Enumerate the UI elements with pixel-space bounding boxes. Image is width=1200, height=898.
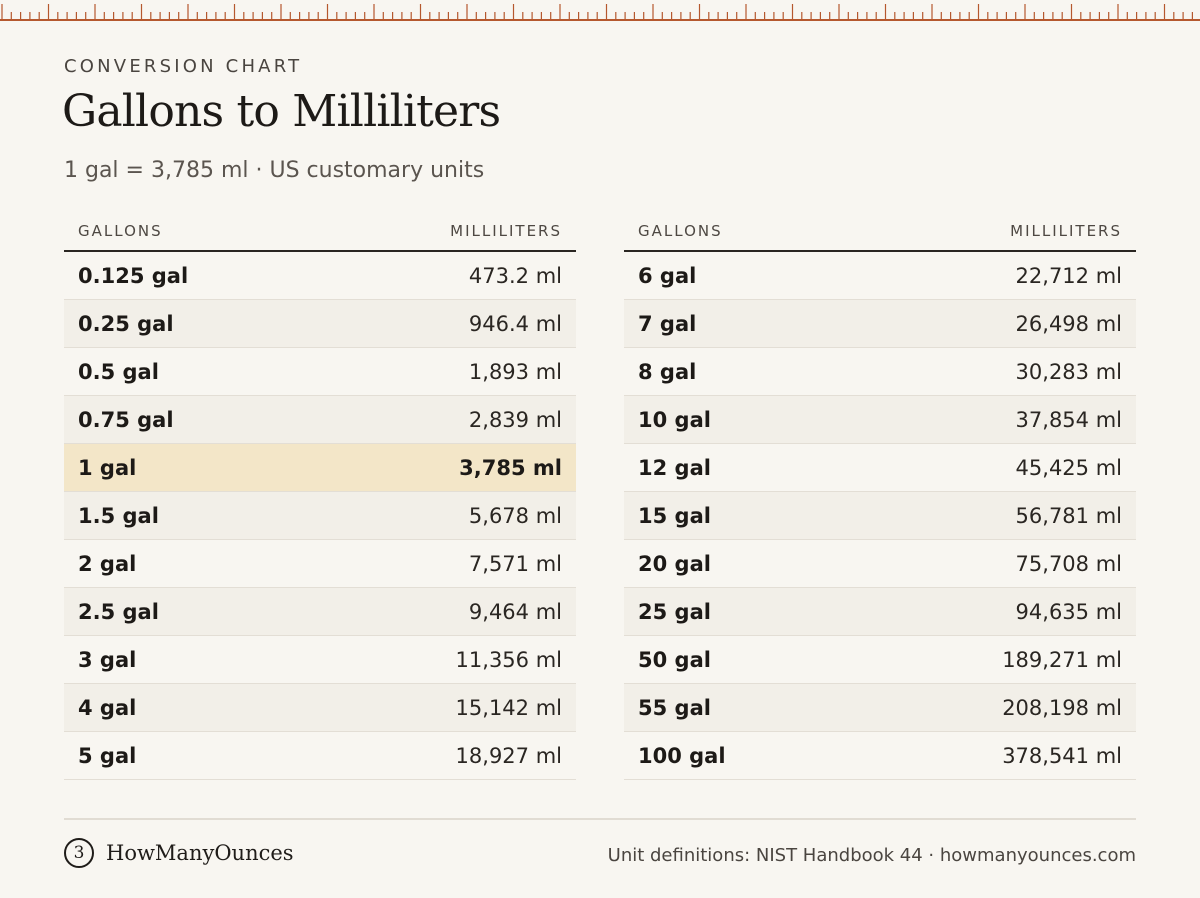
table-row: 0.125 gal 473.2 ml	[64, 252, 576, 300]
table-row: 20 gal 75,708 ml	[624, 540, 1136, 588]
gallons-cell: 100 gal	[638, 743, 726, 768]
milliliters-cell: 22,712 ml	[1015, 263, 1122, 288]
milliliters-cell: 9,464 ml	[468, 599, 562, 624]
milliliters-cell: 37,854 ml	[1015, 407, 1122, 432]
gallons-cell: 8 gal	[638, 359, 697, 384]
gallons-cell: 1 gal	[78, 455, 137, 480]
milliliters-cell: 208,198 ml	[1002, 695, 1122, 720]
gallons-cell: 55 gal	[638, 695, 711, 720]
milliliters-cell: 473.2 ml	[468, 263, 562, 288]
table-row: 2 gal 7,571 ml	[64, 540, 576, 588]
table-row: 50 gal 189,271 ml	[624, 636, 1136, 684]
gallons-cell: 2 gal	[78, 551, 137, 576]
table-row: 25 gal 94,635 ml	[624, 588, 1136, 636]
table-row: 6 gal 22,712 ml	[624, 252, 1136, 300]
milliliters-cell: 5,678 ml	[468, 503, 562, 528]
page-subtitle: 1 gal = 3,785 ml · US customary units	[64, 158, 485, 183]
table-row: 12 gal 45,425 ml	[624, 444, 1136, 492]
table-row: 7 gal 26,498 ml	[624, 300, 1136, 348]
milliliters-cell: 11,356 ml	[455, 647, 562, 672]
gallons-cell: 20 gal	[638, 551, 711, 576]
table-row: 8 gal 30,283 ml	[624, 348, 1136, 396]
gallons-cell: 0.25 gal	[78, 311, 174, 336]
milliliters-cell: 30,283 ml	[1015, 359, 1122, 384]
milliliters-cell: 2,839 ml	[468, 407, 562, 432]
table-row: 55 gal 208,198 ml	[624, 684, 1136, 732]
gallons-cell: 2.5 gal	[78, 599, 159, 624]
milliliters-cell: 15,142 ml	[455, 695, 562, 720]
milliliters-cell: 3,785 ml	[459, 455, 562, 480]
gallons-cell: 10 gal	[638, 407, 711, 432]
column-header-milliliters: MILLILITERS	[1010, 222, 1122, 240]
gallons-cell: 0.125 gal	[78, 263, 189, 288]
column-header-gallons: GALLONS	[638, 222, 723, 240]
milliliters-cell: 7,571 ml	[468, 551, 562, 576]
table-row: 100 gal 378,541 ml	[624, 732, 1136, 780]
milliliters-cell: 378,541 ml	[1002, 743, 1122, 768]
brand-name: HowManyOunces	[106, 841, 294, 865]
column-header-milliliters: MILLILITERS	[450, 222, 562, 240]
table-row: 3 gal 11,356 ml	[64, 636, 576, 684]
gallons-cell: 1.5 gal	[78, 503, 159, 528]
gallons-cell: 5 gal	[78, 743, 137, 768]
milliliters-cell: 75,708 ml	[1015, 551, 1122, 576]
table-body: 0.125 gal 473.2 ml 0.25 gal 946.4 ml 0.5 gal…	[64, 252, 576, 780]
table-header: GALLONS MILLILITERS	[64, 212, 576, 252]
milliliters-cell: 94,635 ml	[1015, 599, 1122, 624]
milliliters-cell: 946.4 ml	[468, 311, 562, 336]
table-header: GALLONS MILLILITERS	[624, 212, 1136, 252]
gallons-cell: 50 gal	[638, 647, 711, 672]
table-row: 5 gal 18,927 ml	[64, 732, 576, 780]
brand-mark-icon: 3	[64, 838, 94, 868]
gallons-cell: 12 gal	[638, 455, 711, 480]
milliliters-cell: 45,425 ml	[1015, 455, 1122, 480]
table-row: 10 gal 37,854 ml	[624, 396, 1136, 444]
page-title: Gallons to Milliliters	[62, 86, 501, 137]
footer-divider	[64, 818, 1136, 820]
gallons-cell: 0.75 gal	[78, 407, 174, 432]
chart-kicker: CONVERSION CHART	[64, 56, 303, 77]
table-row: 1.5 gal 5,678 ml	[64, 492, 576, 540]
conversion-table-right: GALLONS MILLILITERS 6 gal 22,712 ml 7 gal 2…	[624, 212, 1136, 780]
gallons-cell: 0.5 gal	[78, 359, 159, 384]
milliliters-cell: 26,498 ml	[1015, 311, 1122, 336]
table-row: 0.5 gal 1,893 ml	[64, 348, 576, 396]
table-row: 15 gal 56,781 ml	[624, 492, 1136, 540]
gallons-cell: 6 gal	[638, 263, 697, 288]
table-row: 4 gal 15,142 ml	[64, 684, 576, 732]
gallons-cell: 7 gal	[638, 311, 697, 336]
milliliters-cell: 56,781 ml	[1015, 503, 1122, 528]
gallons-cell: 3 gal	[78, 647, 137, 672]
gallons-cell: 25 gal	[638, 599, 711, 624]
milliliters-cell: 18,927 ml	[455, 743, 562, 768]
milliliters-cell: 1,893 ml	[468, 359, 562, 384]
table-row: 0.75 gal 2,839 ml	[64, 396, 576, 444]
gallons-cell: 15 gal	[638, 503, 711, 528]
conversion-table-left: GALLONS MILLILITERS 0.125 gal 473.2 ml 0.2…	[64, 212, 576, 780]
table-body: 6 gal 22,712 ml 7 gal 26,498 ml 8 gal 30,283 …	[624, 252, 1136, 780]
gallons-cell: 4 gal	[78, 695, 137, 720]
milliliters-cell: 189,271 ml	[1002, 647, 1122, 672]
footer-credit: Unit definitions: NIST Handbook 44 · how…	[607, 845, 1136, 866]
ruler-decoration	[0, 4, 1200, 21]
table-row: 2.5 gal 9,464 ml	[64, 588, 576, 636]
brand-logo: 3 HowManyOunces	[64, 838, 294, 868]
table-row: 0.25 gal 946.4 ml	[64, 300, 576, 348]
column-header-gallons: GALLONS	[78, 222, 163, 240]
table-row-highlighted: 1 gal 3,785 ml	[64, 444, 576, 492]
